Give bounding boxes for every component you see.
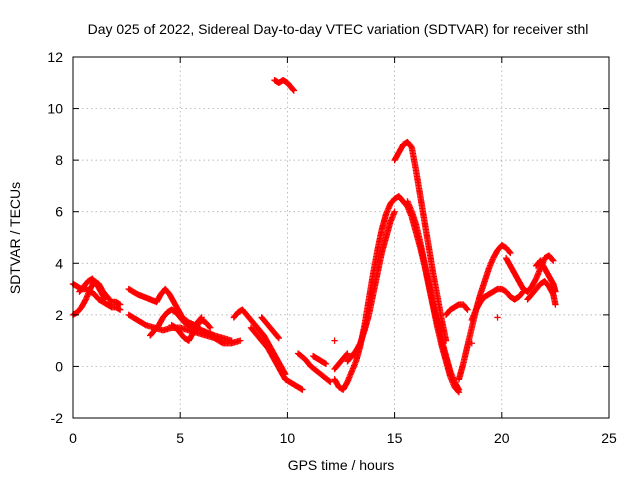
x-tick-label: 15 (387, 430, 403, 446)
x-tick-label: 10 (280, 430, 296, 446)
y-tick-label: 0 (55, 358, 63, 374)
y-axis-title: SDTVAR / TECUs (7, 182, 23, 294)
chart-title: Day 025 of 2022, Sidereal Day-to-day VTE… (88, 21, 589, 37)
plot-frame (72, 56, 610, 419)
grid (73, 57, 609, 418)
series-track-x (524, 278, 559, 308)
data-marks (69, 77, 559, 396)
series-track-g (168, 316, 214, 344)
series-track-k (271, 77, 298, 94)
series-track-i (247, 324, 306, 393)
y-tick-label: 12 (47, 49, 63, 65)
x-tick-label: 20 (494, 430, 510, 446)
series-track-s (404, 198, 463, 393)
x-tick-label: 25 (601, 430, 617, 446)
series-track-t (442, 301, 471, 319)
y-tick-label: 8 (55, 152, 63, 168)
series-stray-points (331, 314, 501, 347)
axis-ticks (72, 56, 610, 419)
series-track-l (294, 350, 334, 386)
y-tick-label: 2 (55, 307, 63, 323)
y-tick-label: 6 (55, 204, 63, 220)
series-track-y (532, 257, 559, 295)
series-track-p (331, 350, 351, 373)
y-tick-label: -2 (51, 410, 64, 426)
series-track-u (455, 242, 514, 383)
series-track-c (76, 275, 109, 303)
series-track-r (391, 138, 450, 344)
series-track-v (468, 285, 527, 324)
x-tick-label: 5 (176, 430, 184, 446)
series-track-j (258, 314, 283, 342)
y-tick-labels: -2 0 2 4 6 8 10 12 (47, 49, 63, 426)
x-tick-labels: 0 5 10 15 20 25 (69, 430, 617, 446)
x-tick-label: 0 (69, 430, 77, 446)
series-track-m (309, 352, 330, 368)
y-tick-label: 10 (47, 101, 63, 117)
x-axis-title: GPS time / hours (288, 457, 395, 473)
y-tick-label: 4 (55, 255, 63, 271)
series-track-o (344, 208, 398, 365)
